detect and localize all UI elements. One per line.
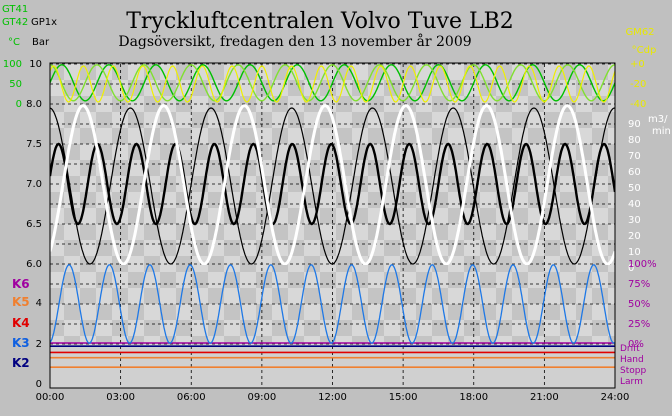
dewpoint-tick-label: -40 — [630, 99, 646, 110]
legend-label: GT42 — [2, 17, 28, 28]
compressor-label: K3 — [12, 336, 30, 350]
pressure-tick-label: 6.0 — [26, 259, 42, 270]
legend-label: GT41 — [2, 4, 28, 15]
flow-tick-label: 70 — [628, 151, 641, 162]
percent-tick-label: 0% — [628, 339, 644, 350]
pressure-tick-label: 8.0 — [26, 99, 42, 110]
pressure-tick-label: 4 — [36, 298, 42, 309]
pressure-tick-label: 2 — [36, 339, 42, 350]
flow-unit-label: min — [652, 126, 671, 137]
flow-tick-label: 10 — [628, 247, 641, 258]
compressor-label: K4 — [12, 316, 30, 330]
series-gt41 — [50, 64, 615, 102]
chart-subtitle: Dagsöversikt, fredagen den 13 november å… — [118, 33, 471, 50]
x-tick-label: 00:00 — [36, 392, 65, 403]
dewpoint-tick-label: +0 — [630, 59, 645, 70]
x-tick-label: 03:00 — [106, 392, 135, 403]
plot-frame — [49, 62, 616, 389]
x-tick-label: 06:00 — [177, 392, 206, 403]
x-tick-label: 12:00 — [318, 392, 347, 403]
compressor-label: K5 — [12, 295, 30, 309]
legend-label: °Cdp — [632, 45, 657, 56]
pressure-tick-label: 7.0 — [26, 179, 42, 190]
pressure-tick-label: 6.5 — [26, 219, 42, 230]
series-flow — [50, 104, 615, 265]
flow-tick-label: 0 — [628, 263, 634, 274]
axis-labels: 00:00 03:00 06:00 09:00 12:00 15:00 18:00 21:00… — [2, 4, 671, 403]
flow-tick-label: 60 — [628, 167, 641, 178]
x-tick-label: 21:00 — [530, 392, 559, 403]
status-label: Hand — [620, 355, 644, 365]
compressor-label: K2 — [12, 356, 30, 370]
x-tick-label: 18:00 — [459, 392, 488, 403]
flow-tick-label: 90 — [628, 119, 641, 130]
pressure-tick-label: 10 — [29, 59, 42, 70]
flow-tick-label: 80 — [628, 135, 641, 146]
series-gp1x — [50, 142, 615, 226]
temp-tick-label: 0 — [16, 99, 22, 110]
percent-tick-label: 50% — [628, 299, 650, 310]
compressor-label: K6 — [12, 277, 30, 291]
status-label: Drift — [620, 344, 640, 354]
series-layer — [50, 64, 615, 344]
percent-tick-label: 75% — [628, 279, 650, 290]
series-gp1x-outer — [50, 107, 615, 265]
series-k3-load — [50, 264, 615, 344]
x-tick-label: 09:00 — [247, 392, 276, 403]
legend-label: Bar — [32, 37, 50, 48]
temp-tick-label: 100 — [3, 59, 22, 70]
status-label: Larm — [620, 377, 643, 387]
flow-unit-label: m3/ — [648, 114, 668, 125]
status-lines — [50, 342, 615, 368]
series-gt42 — [50, 64, 615, 102]
flow-tick-label: 40 — [628, 199, 641, 210]
chart-title: Tryckluftcentralen Volvo Tuve LB2 — [126, 9, 514, 34]
flow-tick-label: 20 — [628, 231, 641, 242]
temp-tick-label: 50 — [9, 79, 22, 90]
status-label: Stopp — [620, 366, 646, 376]
dewpoint-tick-label: -20 — [630, 79, 646, 90]
flow-tick-label: 50 — [628, 183, 641, 194]
x-tick-label: 24:00 — [601, 392, 630, 403]
legend-label: GP1x — [31, 17, 57, 28]
series-gm62 — [50, 65, 615, 103]
legend-label: GM62 — [625, 27, 654, 38]
percent-tick-label: 25% — [628, 319, 650, 330]
legend-label: °C — [8, 37, 20, 48]
flow-tick-label: 30 — [628, 215, 641, 226]
pressure-tick-label: 7.5 — [26, 139, 42, 150]
percent-tick-label: 100% — [628, 259, 657, 270]
x-tick-label: 15:00 — [389, 392, 418, 403]
pressure-tick-label: 0 — [36, 379, 42, 390]
